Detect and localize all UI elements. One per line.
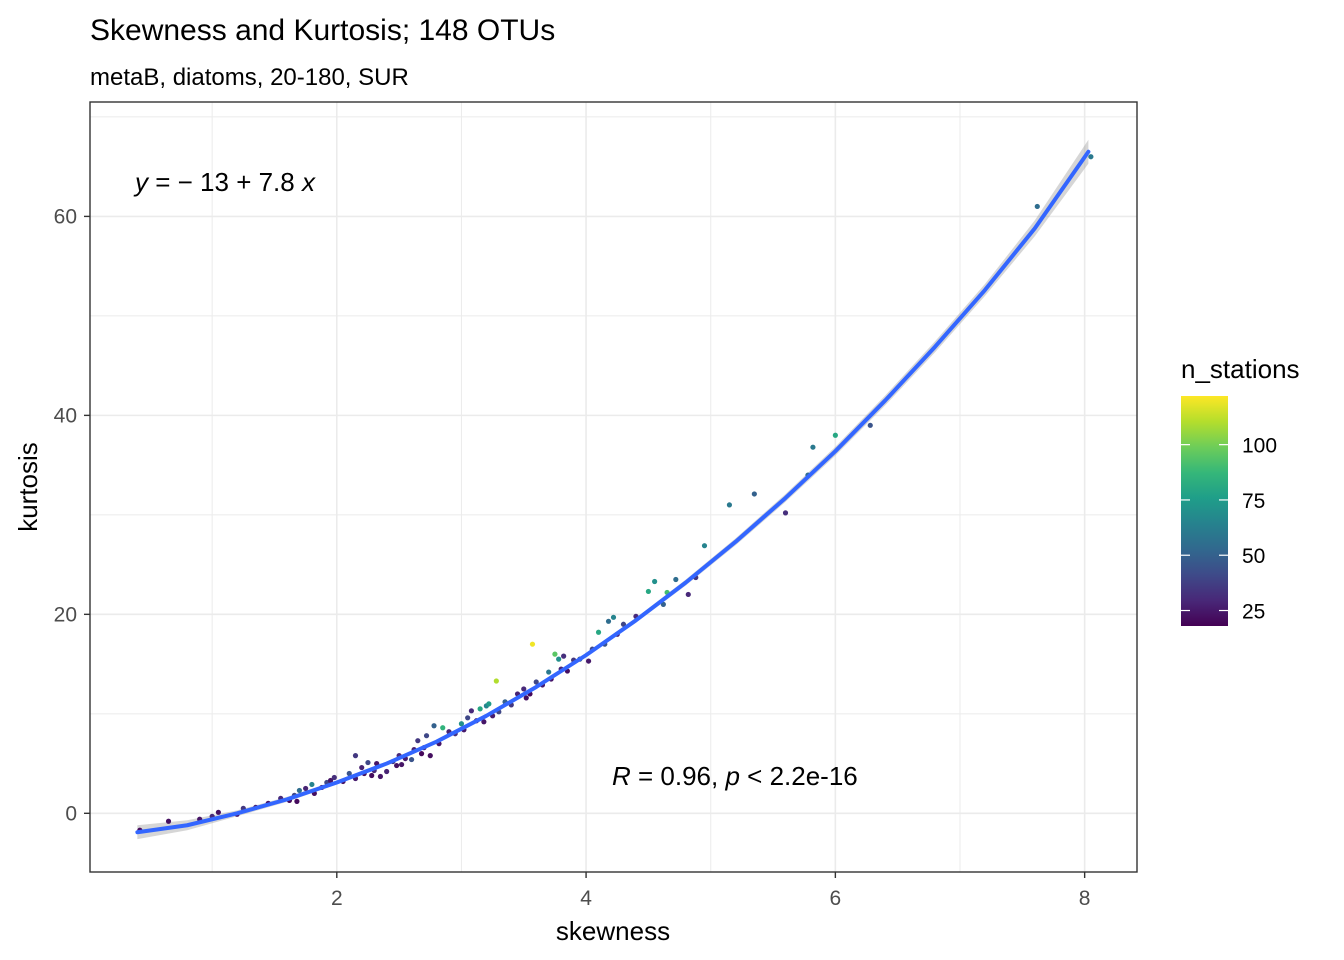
data-point (652, 578, 658, 585)
data-point (440, 725, 446, 731)
legend-colorbar (1181, 396, 1228, 626)
data-point (481, 719, 487, 725)
panel-border (89, 101, 1138, 873)
data-point (832, 432, 838, 438)
grid-lines (90, 102, 1137, 872)
x-tick-label: 2 (331, 887, 343, 910)
chart-title: Skewness and Kurtosis; 148 OTUs (90, 14, 555, 47)
data-point (215, 809, 221, 815)
correlation-r-symbol: R (612, 761, 631, 791)
data-point (521, 686, 527, 692)
data-point (546, 669, 552, 675)
data-point (477, 706, 483, 712)
data-point (377, 773, 384, 780)
data-point (384, 768, 390, 775)
legend-break-label: 100 (1242, 435, 1277, 458)
equation-x-symbol: x (300, 167, 316, 197)
data-point (810, 444, 816, 450)
data-point (408, 756, 415, 763)
data-point (685, 591, 691, 598)
y-tick-label: 0 (65, 802, 77, 825)
legend-break-label: 75 (1242, 490, 1265, 513)
data-point (369, 772, 375, 779)
correlation-r-value: = 0.96, (631, 761, 726, 791)
correlation-p-value: < 2.2e-16 (740, 761, 858, 791)
data-point (431, 723, 437, 729)
data-point (523, 695, 529, 701)
data-point (701, 543, 708, 549)
y-axis-title: kurtosis (13, 442, 43, 532)
panel-background (90, 102, 1137, 872)
data-point (595, 629, 602, 635)
data-point (331, 774, 337, 781)
data-point (418, 751, 425, 757)
data-point (493, 678, 499, 684)
data-point (165, 818, 172, 824)
equation-annotation: y = − 13 + 7.8 x (133, 167, 316, 197)
data-point (751, 491, 757, 497)
data-point (296, 787, 302, 794)
data-point (552, 651, 558, 657)
data-point (399, 761, 405, 768)
data-point (782, 510, 789, 516)
y-tick-label: 40 (54, 404, 77, 427)
legend-break-label: 50 (1242, 545, 1265, 568)
data-point (673, 576, 679, 583)
legend-break-label: 25 (1242, 601, 1265, 624)
chart-subtitle: metaB, diatoms, 20-180, SUR (90, 64, 409, 91)
data-point (352, 753, 359, 759)
data-point (365, 759, 371, 766)
equation-y-symbol: y (133, 167, 150, 197)
data-point (645, 588, 652, 595)
y-tick-label: 20 (54, 603, 77, 626)
data-point (359, 764, 365, 771)
data-point (423, 733, 430, 739)
data-point (1034, 203, 1040, 210)
legend-ticks: 25 50 75 100 (1181, 435, 1277, 624)
legend-title: n_stations (1181, 354, 1300, 384)
data-point (533, 679, 539, 685)
equation-rhs: − 13 + 7.8 (178, 167, 302, 197)
data-point (327, 777, 334, 784)
data-point (1088, 154, 1094, 160)
y-tick-label: 60 (54, 205, 77, 228)
data-point (415, 738, 421, 744)
data-point (529, 641, 536, 647)
data-point (605, 618, 612, 624)
data-point (394, 762, 400, 769)
data-point (486, 701, 492, 707)
x-axis-title: skewness (556, 916, 670, 946)
data-point (620, 621, 627, 627)
x-axis: 2 4 6 8 (331, 872, 1091, 910)
x-tick-label: 4 (580, 887, 592, 910)
data-point (660, 601, 666, 607)
data-point (610, 614, 617, 620)
correlation-annotation: R = 0.96, p < 2.2e-16 (612, 761, 858, 791)
fit-line-group (135, 149, 1091, 835)
data-point (561, 653, 567, 659)
data-point (726, 502, 733, 508)
data-point (468, 708, 475, 714)
data-point (309, 781, 315, 788)
fit-line (135, 149, 1091, 835)
data-point (303, 785, 309, 792)
data-point (867, 422, 873, 428)
equation-equals: = (148, 167, 178, 197)
data-point (294, 798, 300, 804)
correlation-p-symbol: p (724, 761, 739, 791)
data-point (465, 715, 471, 721)
data-point (585, 658, 592, 664)
x-tick-label: 8 (1079, 887, 1091, 910)
x-tick-label: 6 (830, 887, 842, 910)
data-point (427, 753, 433, 759)
data-point (556, 656, 562, 662)
data-point (346, 770, 352, 777)
data-point (458, 721, 465, 727)
legend: n_stations 25 50 75 100 (1181, 354, 1300, 626)
y-axis: 0 20 40 60 (54, 205, 90, 825)
plot-panel (89, 101, 1138, 873)
